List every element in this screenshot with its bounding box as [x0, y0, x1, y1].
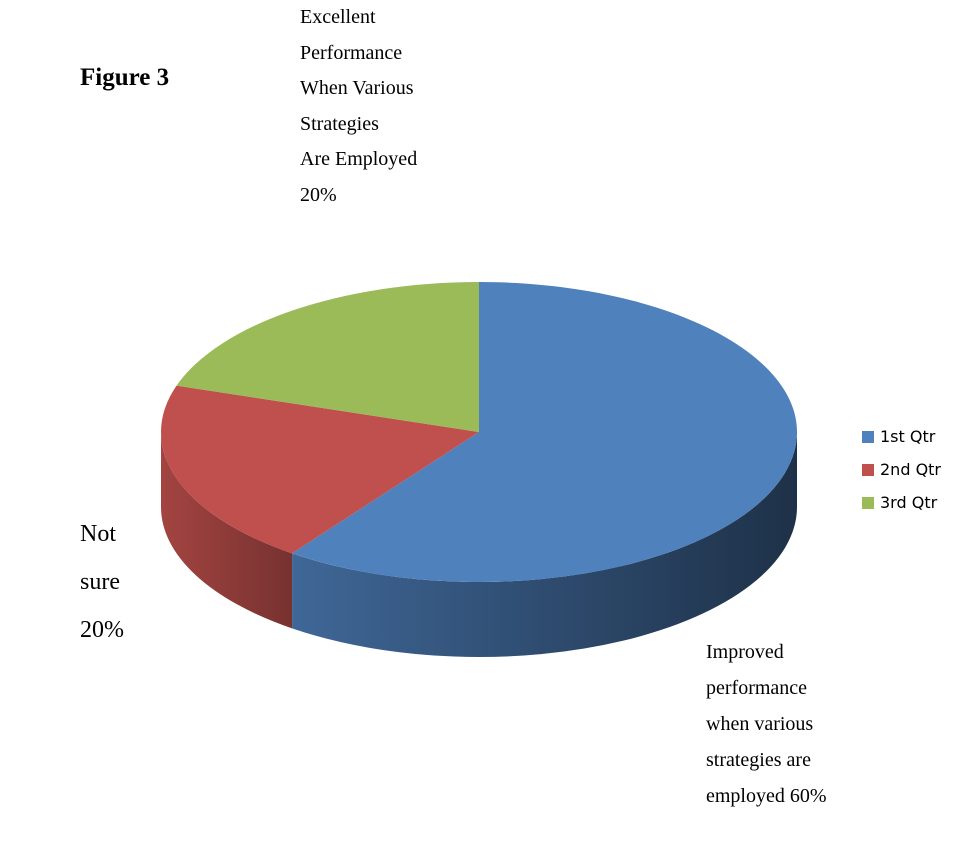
legend-item: 2nd Qtr: [862, 453, 941, 486]
data-label-line: Strategies: [300, 112, 379, 135]
data-label-3rd-qtr: Excellent Performance When Various Strat…: [300, 0, 417, 213]
pie-slice-side-2nd-qtr: [161, 432, 293, 629]
data-label-line: 20%: [300, 183, 337, 206]
data-label-line: Are Employed: [300, 148, 418, 170]
data-label-line: Improved: [706, 641, 784, 663]
legend-swatch: [862, 463, 874, 476]
figure-title: Figure 3: [80, 64, 170, 91]
pie-slice-side-1st-qtr: [292, 432, 797, 657]
legend-label: 2nd Qtr: [880, 460, 942, 479]
data-label-1st-qtr: Improved performance when various strate…: [706, 634, 827, 814]
data-label-line: Excellent: [300, 6, 376, 28]
data-label-line: Not: [80, 521, 116, 547]
data-label-line: 20%: [80, 617, 124, 643]
data-label-line: strategies are: [706, 749, 811, 771]
pie-slice-1st-qtr: [292, 282, 797, 582]
data-label-line: when various: [706, 713, 814, 735]
data-label-line: sure: [80, 569, 120, 595]
legend-label: 1st Qtr: [880, 427, 936, 446]
legend-item: 3rd Qtr: [862, 486, 941, 519]
data-label-line: performance: [706, 677, 808, 699]
data-label-line: When Various: [300, 77, 414, 99]
pie-slice-2nd-qtr: [161, 385, 479, 554]
data-label-line: employed 60%: [706, 785, 827, 807]
data-label-2nd-qtr: Not sure 20%: [80, 510, 124, 654]
legend-label: 3rd Qtr: [880, 493, 938, 512]
legend-swatch: [862, 496, 874, 509]
legend: 1st Qtr 2nd Qtr 3rd Qtr: [862, 420, 941, 519]
pie-slice-3rd-qtr: [176, 282, 479, 432]
data-label-line: Performance: [300, 41, 403, 64]
legend-swatch: [862, 430, 874, 443]
legend-item: 1st Qtr: [862, 420, 941, 453]
